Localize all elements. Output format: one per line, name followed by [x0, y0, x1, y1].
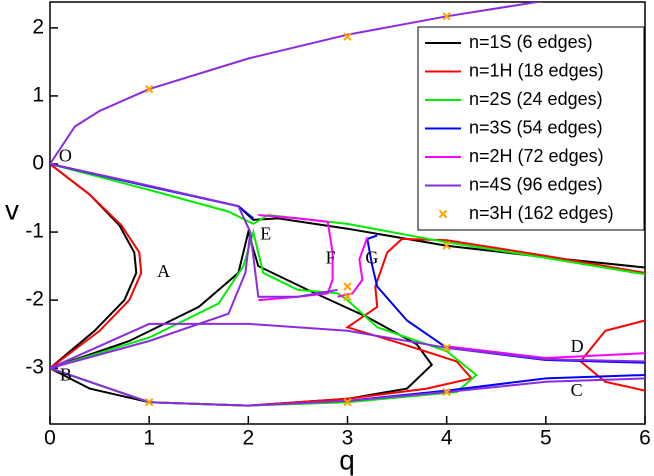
marker [442, 12, 451, 21]
annotation: D [571, 336, 584, 356]
legend-label: n=1S (6 edges) [469, 32, 593, 52]
x-tick-label: 1 [143, 427, 155, 450]
x-tick-label: 0 [44, 427, 56, 450]
marker [144, 84, 154, 94]
x-tick-label: 2 [242, 427, 254, 450]
y-tick-label: -2 [25, 288, 44, 311]
marker [343, 32, 352, 41]
marker [343, 398, 352, 407]
x-tick-label: 5 [540, 427, 552, 450]
legend-label: n=2S (24 edges) [469, 89, 603, 109]
marker [442, 343, 451, 352]
y-tick-label: 0 [32, 152, 44, 175]
marker [442, 241, 451, 250]
y-axis-label: v [5, 194, 19, 225]
marker [343, 292, 352, 301]
annotation: E [260, 224, 271, 244]
legend-label: n=3H (162 edges) [469, 203, 614, 223]
annotation: B [60, 364, 72, 384]
x-axis-label: q [339, 444, 355, 475]
y-tick-label: -1 [25, 220, 44, 243]
series-line [50, 2, 645, 407]
legend-label: n=2H (72 edges) [469, 146, 604, 166]
y-tick-label: 1 [32, 83, 44, 106]
y-tick-label: 2 [32, 15, 44, 38]
annotation: G [365, 247, 378, 267]
x-tick-label: 6 [639, 427, 651, 450]
annotation: A [157, 261, 170, 281]
marker [343, 282, 352, 291]
annotation: F [326, 247, 336, 267]
legend-label: n=1H (18 edges) [469, 60, 604, 80]
x-tick-label: 3 [342, 427, 354, 450]
y-tick-label: -3 [25, 356, 44, 379]
legend-label: n=4S (96 edges) [469, 174, 603, 194]
x-tick-label: 4 [441, 427, 453, 450]
annotation: O [59, 145, 72, 165]
series-line [258, 214, 645, 360]
marker [442, 387, 451, 397]
annotation: C [571, 380, 583, 400]
marker [144, 398, 154, 407]
legend-marker [438, 209, 448, 219]
legend-label: n=3S (54 edges) [469, 117, 603, 137]
